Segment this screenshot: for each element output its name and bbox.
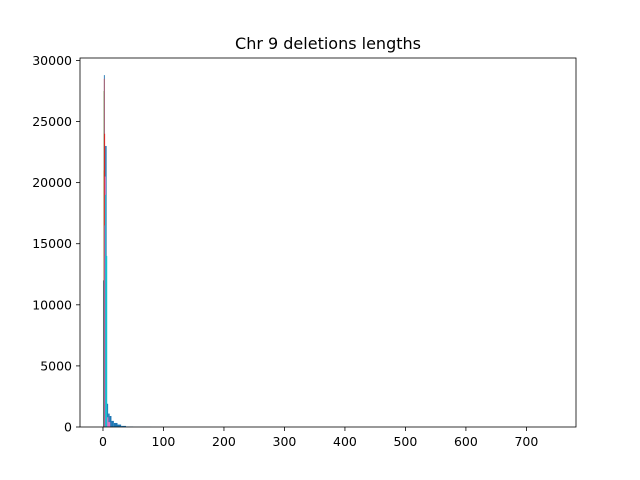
histogram-bar bbox=[103, 78, 105, 428]
x-axis: 0 100 200 300 400 500 600 700 bbox=[99, 427, 538, 449]
y-tick-label: 25000 bbox=[32, 114, 72, 129]
x-tick-label: 600 bbox=[454, 434, 478, 449]
y-tick-label: 5000 bbox=[40, 358, 72, 373]
histogram-bar bbox=[108, 413, 110, 427]
chart-title: Chr 9 deletions lengths bbox=[235, 34, 421, 53]
x-tick-label: 100 bbox=[152, 434, 176, 449]
y-tick-label: 15000 bbox=[32, 236, 72, 251]
y-axis: 0 5000 10000 15000 20000 25000 30000 bbox=[32, 53, 80, 435]
histogram-bar bbox=[106, 255, 108, 427]
x-tick-label: 700 bbox=[514, 434, 538, 449]
y-tick-label: 20000 bbox=[32, 175, 72, 190]
histogram-bar bbox=[102, 280, 104, 427]
histogram-bar bbox=[111, 420, 114, 427]
y-tick-label: 0 bbox=[64, 420, 72, 435]
histogram-bar bbox=[121, 425, 126, 427]
plot-frame bbox=[79, 57, 577, 428]
y-tick-label: 10000 bbox=[32, 297, 72, 312]
x-tick-label: 0 bbox=[99, 434, 107, 449]
bars-layer bbox=[102, 75, 152, 428]
x-tick-label: 200 bbox=[212, 434, 236, 449]
histogram-bar bbox=[108, 422, 111, 427]
histogram-bar bbox=[105, 194, 107, 427]
histogram-series bbox=[105, 194, 108, 427]
histogram-bar bbox=[104, 225, 105, 427]
histogram-bar bbox=[106, 403, 109, 427]
x-tick-label: 500 bbox=[393, 434, 417, 449]
y-tick-label: 30000 bbox=[32, 53, 72, 68]
x-tick-label: 300 bbox=[273, 434, 297, 449]
histogram-bar bbox=[109, 416, 112, 427]
histogram-bar bbox=[113, 422, 118, 427]
histogram-bar bbox=[106, 417, 109, 427]
histogram-bar bbox=[117, 424, 122, 427]
x-tick-label: 400 bbox=[333, 434, 357, 449]
